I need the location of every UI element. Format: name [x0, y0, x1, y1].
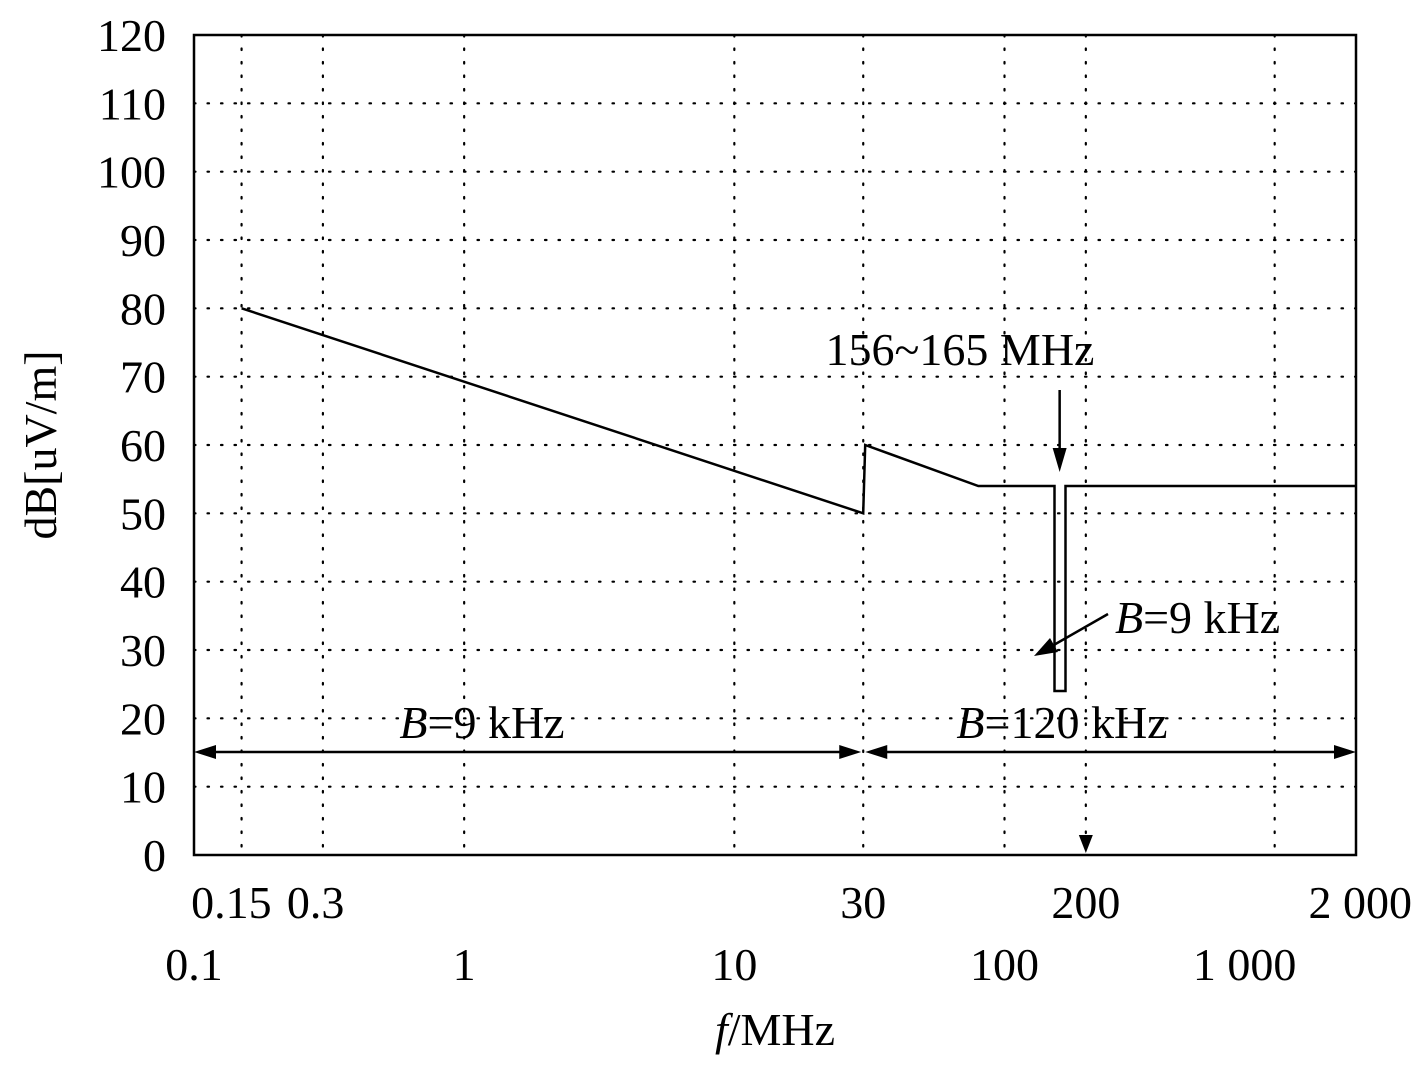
range-1-arrow-head-right: [839, 745, 862, 759]
range-1-label: B=9 kHz: [399, 697, 564, 748]
x-tick-label-upper-200: 200: [1051, 877, 1120, 928]
y-tick-label-110: 110: [99, 78, 166, 129]
range-2-arrow-head-left: [865, 745, 888, 759]
y-tick-label-70: 70: [120, 352, 166, 403]
y-tick-label-20: 20: [120, 693, 166, 744]
notch-bandwidth-label: B=9 kHz: [1115, 592, 1280, 643]
y-tick-label-30: 30: [120, 625, 166, 676]
y-tick-label-80: 80: [120, 283, 166, 334]
y-tick-label-40: 40: [120, 557, 166, 608]
plot-frame: [192, 33, 1358, 857]
x-tick-label-lower-1: 1: [453, 939, 476, 990]
y-tick-label-100: 100: [97, 147, 166, 198]
y-tick-label-120: 120: [97, 10, 166, 61]
x-axis-title-unit: /MHz: [728, 1004, 835, 1055]
y-tick-label-0: 0: [143, 830, 166, 881]
notch-arrow-line: [1051, 612, 1109, 648]
x-tick-labels: 0.15 0.3 30 200 2 000 0.1 1 10 100 1 000: [165, 877, 1412, 990]
x-tick-label-lower-100: 100: [970, 939, 1039, 990]
x-tick-label-upper-30: 30: [840, 877, 886, 928]
y-tick-label-50: 50: [120, 488, 166, 539]
notch-arrow-head: [1034, 638, 1058, 656]
range-2-arrow-head-right: [1334, 745, 1356, 759]
x-tick-label-upper-0_3: 0.3: [287, 877, 345, 928]
range-1-arrow-head-left: [194, 745, 216, 759]
x-tick-label-lower-10: 10: [711, 939, 757, 990]
range-1-label-variable: B: [399, 697, 427, 748]
y-tick-label-90: 90: [120, 215, 166, 266]
y-tick-labels: 0 10 20 30 40 50 60 70 80 90 100 110 120: [97, 10, 166, 881]
x-axis-title: f/MHz: [715, 1004, 835, 1055]
y-axis-title: dB[uV/m]: [15, 350, 66, 539]
notch-bandwidth-value: =9 kHz: [1143, 592, 1280, 643]
band-label: 156~165 MHz: [826, 324, 1095, 375]
range-1-label-value: =9 kHz: [428, 697, 565, 748]
series-layer: [241, 307, 1356, 693]
band-arrow-head: [1052, 448, 1067, 472]
notch-bandwidth-variable: B: [1115, 592, 1143, 643]
range-2-label-variable: B: [956, 697, 984, 748]
x-tick-label-lower-0_1: 0.1: [165, 939, 223, 990]
y-tick-label-10: 10: [120, 762, 166, 813]
x-tick-label-upper-0_15: 0.15: [191, 877, 272, 928]
limit-line: [241, 307, 1356, 693]
range-2-label: B=120 kHz: [956, 697, 1167, 748]
y-tick-label-60: 60: [120, 420, 166, 471]
x-tick-label-lower-1_000: 1 000: [1193, 939, 1297, 990]
grid-layer: [192, 33, 1358, 857]
range-2-label-value: =120 kHz: [985, 697, 1168, 748]
x-marker-triangle: [1078, 835, 1093, 853]
x-tick-label-upper-2_000: 2 000: [1309, 877, 1413, 928]
